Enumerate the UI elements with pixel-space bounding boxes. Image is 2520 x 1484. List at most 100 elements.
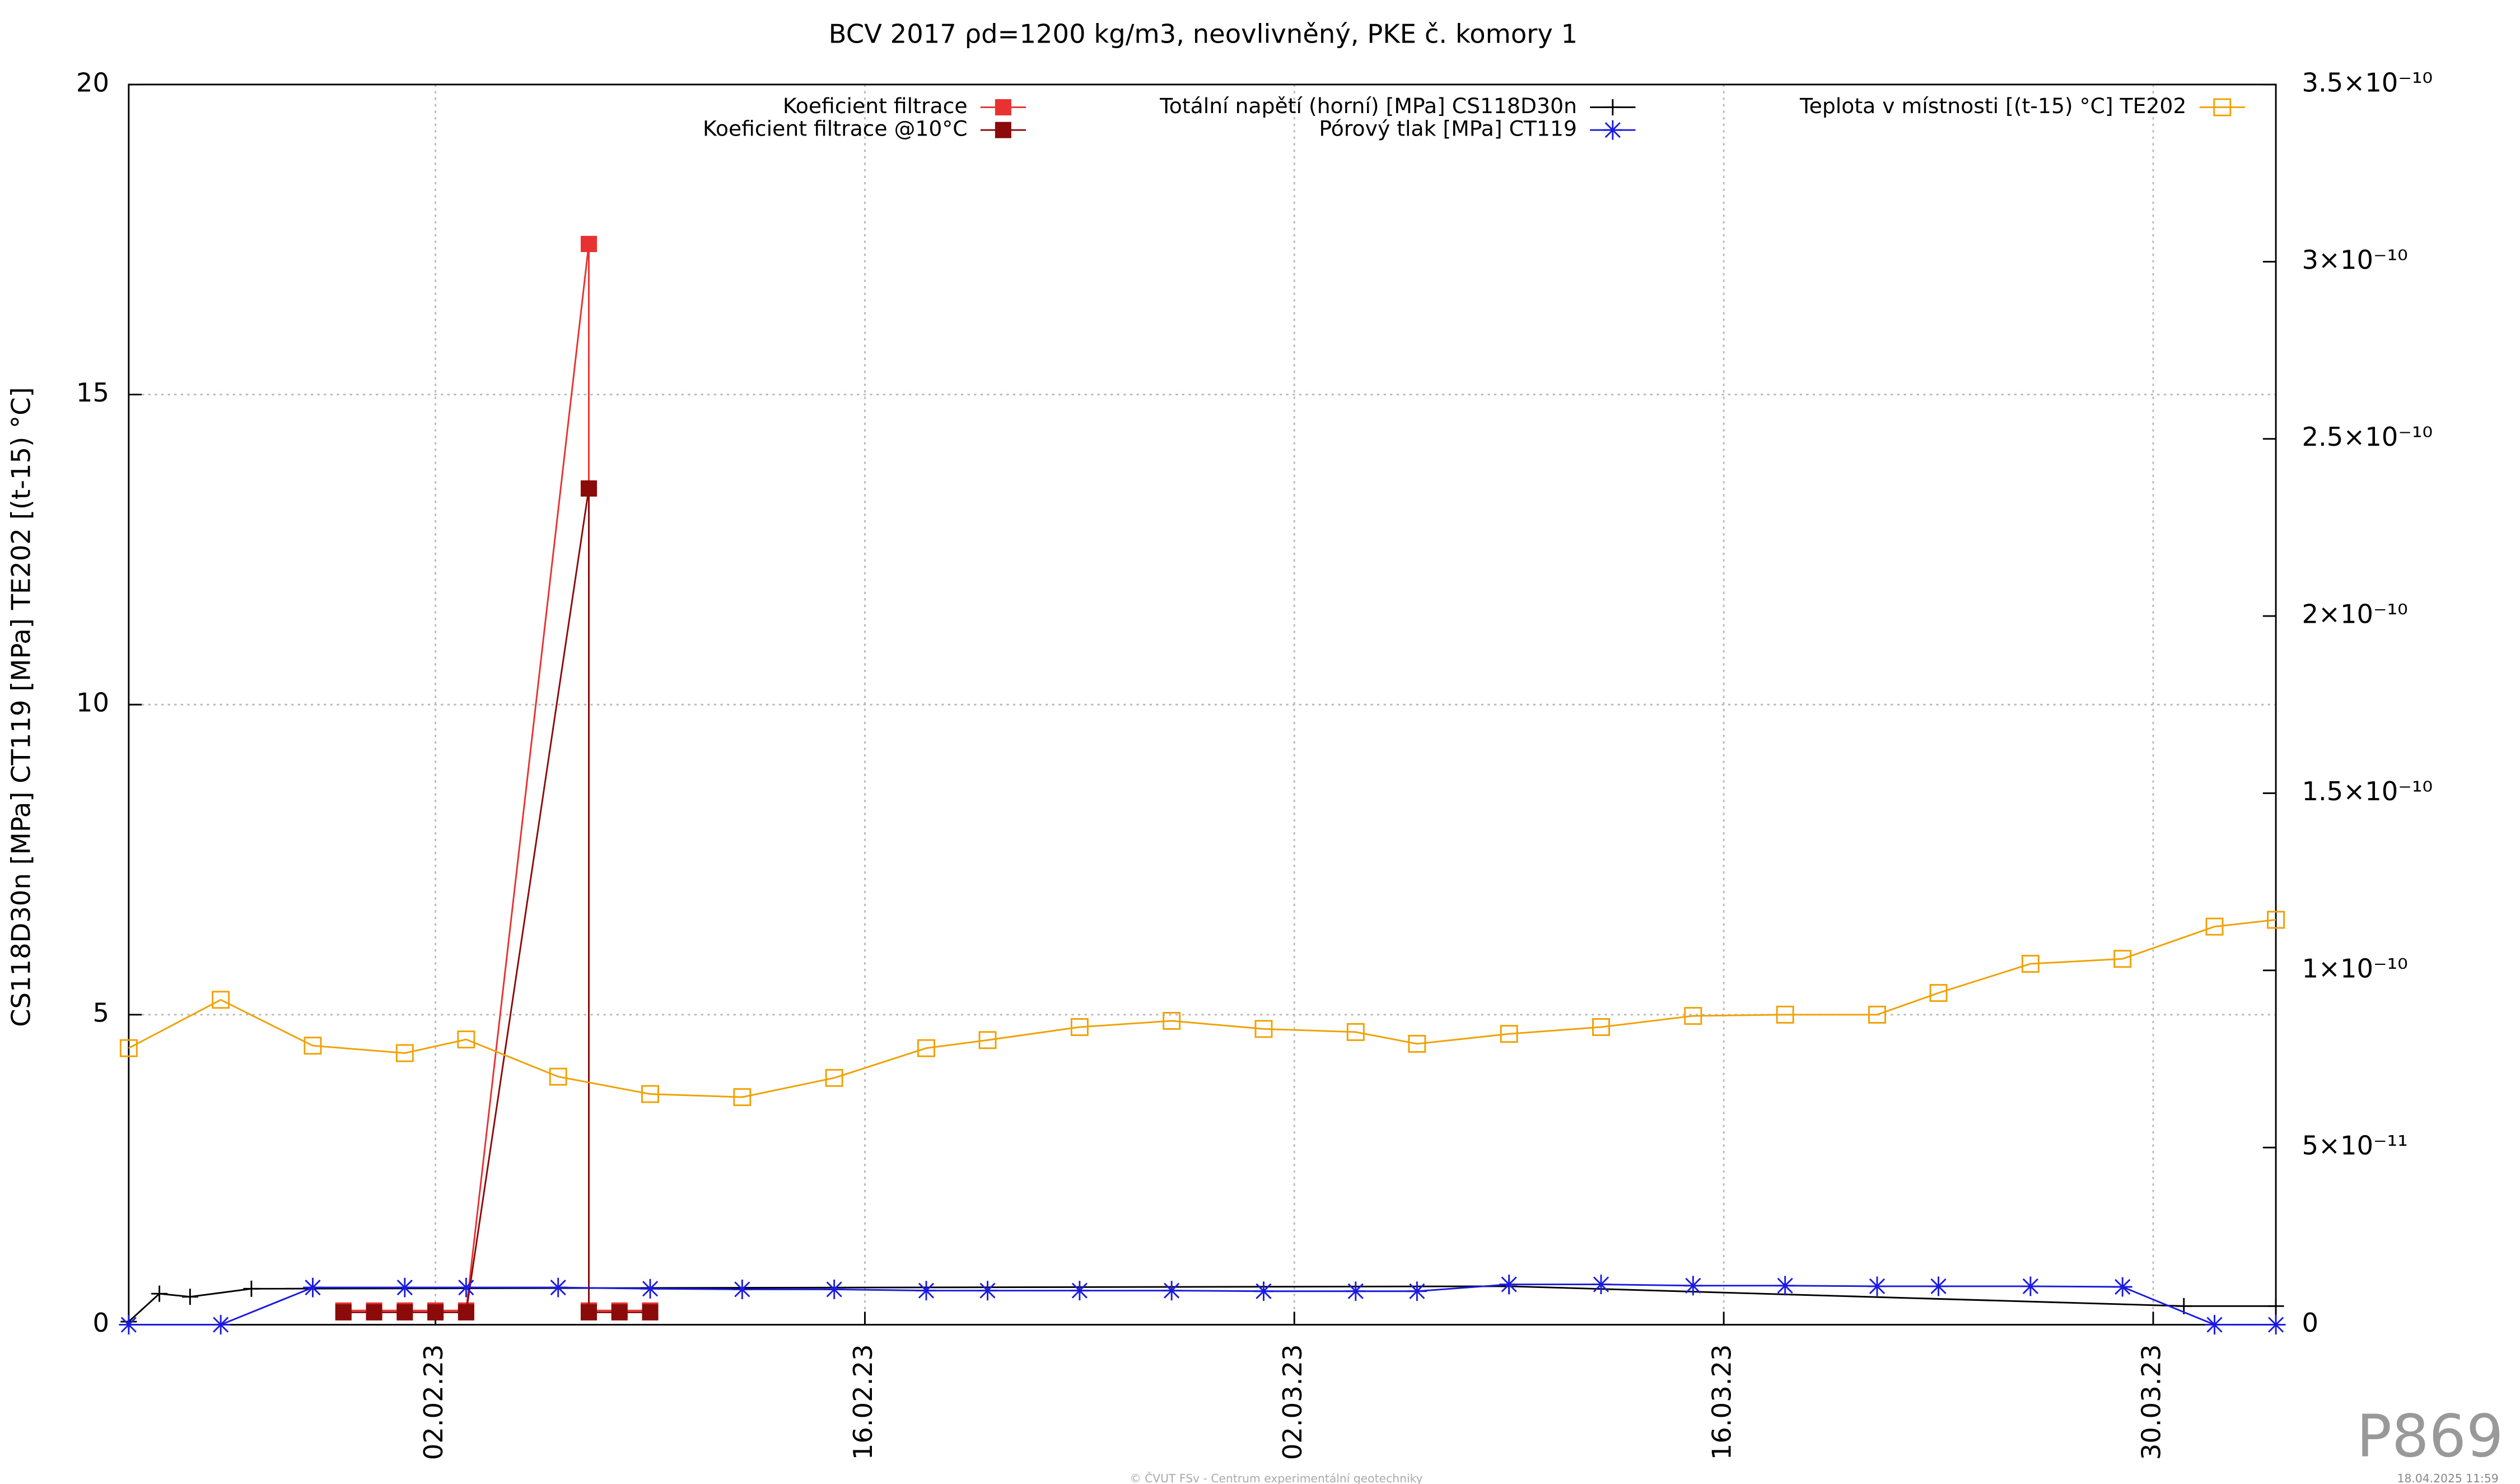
legend-marker: [995, 122, 1011, 138]
y2-tick-label: 1×10⁻¹⁰: [2302, 953, 2408, 983]
point: [640, 1278, 660, 1299]
point: [1346, 1023, 1365, 1041]
point: [2021, 955, 2040, 973]
y-tick-label: 15: [76, 377, 109, 408]
watermark: P869: [2356, 1402, 2503, 1470]
point: [119, 1039, 138, 1057]
point: [978, 1281, 997, 1301]
point: [1407, 1281, 1427, 1301]
point: [1684, 1007, 1702, 1025]
legend-marker: [1603, 120, 1623, 140]
point: [151, 1285, 168, 1302]
point: [1592, 1018, 1610, 1037]
chart-title: BCV 2017 ρd=1200 kg/m3, neovlivněný, PKE…: [829, 18, 1578, 49]
point: [335, 1304, 352, 1320]
y-tick-label: 5: [92, 997, 109, 1028]
point: [580, 1304, 597, 1320]
y2-tick-label: 0: [2302, 1308, 2319, 1338]
point: [1499, 1275, 1519, 1294]
point: [1929, 1276, 1948, 1296]
point: [1254, 1281, 1273, 1301]
point: [2020, 1276, 2041, 1296]
point: [1775, 1276, 1795, 1296]
point: [824, 1280, 844, 1299]
point: [395, 1277, 415, 1298]
point: [1070, 1018, 1089, 1037]
legend-label: Pórový tlak [MPa] CT119: [1319, 116, 1577, 141]
x-tick-label: 30.03.23: [2136, 1344, 2166, 1460]
point: [1161, 1281, 1182, 1301]
x-tick-label: 16.02.23: [848, 1344, 878, 1460]
series-line: [128, 1284, 2276, 1326]
point: [211, 1315, 231, 1334]
y2-tick-label: 2×10⁻¹⁰: [2302, 599, 2408, 629]
point: [1163, 1012, 1181, 1030]
point: [1929, 984, 1948, 1002]
point: [366, 1304, 382, 1320]
footer: © ČVUT FSv - Centrum experimentální geot…: [1130, 1471, 1422, 1484]
point: [1500, 1025, 1518, 1043]
y-axis-label: CS118D30n [MPa] CT119 [MPa] TE202 [(t-15…: [6, 387, 36, 1027]
plot-frame: [128, 83, 2277, 1326]
point: [641, 1085, 659, 1103]
legend-marker: [1604, 99, 1621, 116]
x-tick-label: 02.02.23: [418, 1344, 449, 1460]
point: [181, 1289, 198, 1305]
point: [549, 1067, 567, 1086]
y2-tick-label: 3×10⁻¹⁰: [2302, 245, 2408, 275]
point: [1254, 1020, 1273, 1038]
y-tick-label: 10: [76, 688, 109, 718]
point: [2113, 950, 2132, 968]
point: [1346, 1281, 1366, 1301]
legend-marker: [995, 99, 1011, 116]
point: [1867, 1276, 1887, 1296]
point: [1776, 1005, 1794, 1024]
point: [1070, 1281, 1090, 1301]
point: [580, 236, 597, 253]
point: [2205, 917, 2224, 936]
point: [580, 480, 597, 497]
point: [548, 1277, 568, 1298]
point: [427, 1304, 444, 1320]
x-tick-label: 16.03.23: [1707, 1344, 1737, 1460]
point: [2205, 1315, 2224, 1334]
point: [642, 1304, 659, 1320]
point: [396, 1304, 413, 1320]
point: [1868, 1005, 1886, 1024]
point: [1591, 1275, 1611, 1294]
point: [825, 1068, 843, 1087]
point: [1683, 1276, 1703, 1296]
legend-label: Totální napětí (horní) [MPa] CS118D30n: [1159, 94, 1577, 118]
point: [2267, 911, 2285, 929]
series-line: [128, 919, 2276, 1098]
point: [303, 1277, 323, 1298]
y-tick-label: 0: [92, 1308, 109, 1338]
timestamp: 18.04.2025 11:59: [2397, 1472, 2499, 1484]
point: [395, 1044, 414, 1062]
point: [917, 1039, 935, 1057]
point: [119, 1315, 139, 1334]
point: [243, 1280, 260, 1297]
y2-tick-label: 1.5×10⁻¹⁰: [2302, 776, 2433, 806]
legend-label: Teplota v místnosti [(t-15) °C] TE202: [1799, 94, 2186, 118]
point: [304, 1037, 322, 1055]
legend-marker: [2213, 98, 2232, 116]
y-tick-label: 20: [76, 67, 109, 97]
point: [456, 1277, 476, 1298]
point: [732, 1280, 752, 1299]
point: [2112, 1277, 2132, 1297]
legend-label: Koeficient filtrace: [783, 94, 968, 118]
point: [2267, 1298, 2284, 1314]
y2-tick-label: 5×10⁻¹¹: [2302, 1131, 2408, 1161]
point: [611, 1304, 628, 1320]
point: [2266, 1315, 2286, 1334]
point: [212, 991, 230, 1009]
legend-label: Koeficient filtrace @10°C: [703, 116, 968, 141]
x-tick-label: 02.03.23: [1277, 1344, 1308, 1460]
y2-tick-label: 3.5×10⁻¹⁰: [2302, 67, 2433, 97]
point: [978, 1031, 997, 1049]
point: [457, 1030, 475, 1049]
point: [458, 1304, 474, 1320]
